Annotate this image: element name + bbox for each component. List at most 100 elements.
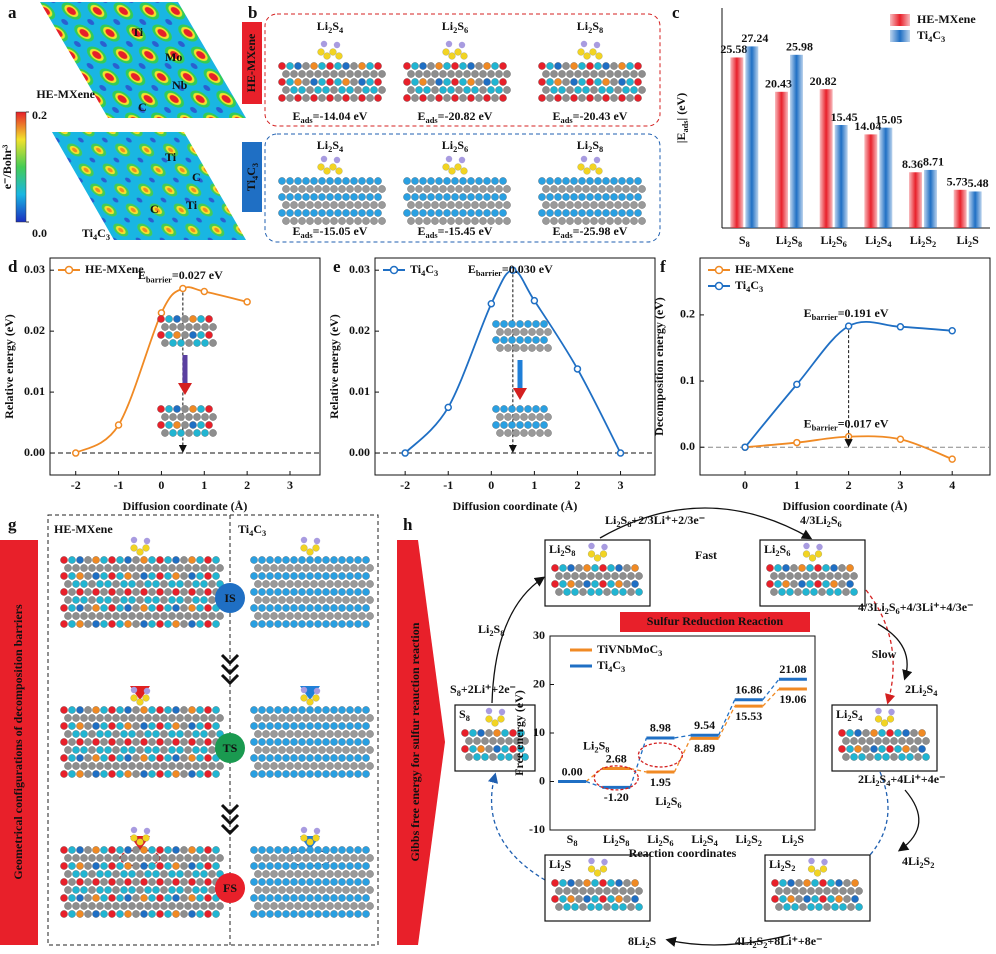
atom bbox=[566, 201, 574, 209]
atom bbox=[200, 714, 208, 722]
atom bbox=[212, 722, 220, 730]
atom bbox=[302, 854, 310, 862]
atom bbox=[64, 564, 72, 572]
atom bbox=[574, 86, 582, 94]
atom bbox=[598, 185, 606, 193]
atom bbox=[180, 846, 188, 854]
atom bbox=[575, 879, 583, 887]
chart-title: Sulfur Reduction Reaction bbox=[647, 614, 784, 628]
atom bbox=[278, 580, 286, 588]
atom bbox=[286, 596, 294, 604]
atom bbox=[551, 580, 559, 588]
atom bbox=[250, 770, 258, 778]
atom bbox=[540, 336, 548, 344]
atom bbox=[112, 886, 120, 894]
point bbox=[573, 365, 582, 373]
atom bbox=[403, 94, 411, 102]
atom bbox=[88, 870, 96, 878]
atom bbox=[326, 209, 334, 217]
atom bbox=[306, 838, 314, 846]
atom bbox=[278, 177, 286, 185]
atom bbox=[326, 870, 334, 878]
colorbar-title: e⁻/Bohr³ bbox=[0, 144, 14, 189]
atom bbox=[64, 580, 72, 588]
atom bbox=[587, 550, 596, 558]
atom bbox=[84, 706, 92, 714]
atom bbox=[250, 846, 258, 854]
atom bbox=[334, 193, 342, 201]
atom bbox=[803, 895, 811, 903]
atom bbox=[92, 846, 100, 854]
atom bbox=[521, 737, 529, 745]
atom bbox=[598, 201, 606, 209]
atom bbox=[850, 737, 858, 745]
atom bbox=[558, 86, 566, 94]
atom bbox=[322, 878, 330, 886]
atom bbox=[184, 854, 192, 862]
x-tick-label: Li2S bbox=[782, 832, 805, 849]
atom bbox=[322, 846, 330, 854]
atom bbox=[467, 177, 475, 185]
atom bbox=[843, 879, 851, 887]
atom bbox=[521, 753, 529, 761]
atom bbox=[346, 588, 354, 596]
atom bbox=[495, 217, 503, 225]
atom bbox=[84, 894, 92, 902]
atom bbox=[846, 745, 854, 753]
chevrons bbox=[220, 803, 240, 836]
atom bbox=[638, 201, 646, 209]
row-tag bbox=[242, 22, 262, 104]
x-tick-label: Li2S4 bbox=[865, 233, 892, 250]
y-tick-label: 0.2 bbox=[680, 307, 695, 321]
map-name: Ti4C3 bbox=[82, 226, 110, 243]
atom bbox=[181, 421, 189, 429]
atom bbox=[358, 62, 366, 70]
atom bbox=[354, 706, 362, 714]
atom bbox=[262, 580, 270, 588]
atom bbox=[278, 78, 286, 86]
atom bbox=[370, 86, 378, 94]
atom bbox=[136, 698, 144, 706]
atom bbox=[181, 405, 189, 413]
atom bbox=[491, 193, 499, 201]
atom bbox=[538, 177, 546, 185]
atom bbox=[169, 429, 177, 437]
atom bbox=[157, 405, 165, 413]
title-box bbox=[620, 612, 810, 632]
atom bbox=[120, 870, 128, 878]
atom bbox=[334, 762, 342, 770]
atom bbox=[467, 193, 475, 201]
atom bbox=[116, 738, 124, 746]
point bbox=[616, 449, 625, 457]
atom bbox=[120, 902, 128, 910]
x-tick-label: S8 bbox=[567, 832, 578, 849]
atom bbox=[338, 86, 346, 94]
atom bbox=[562, 62, 570, 70]
panel-label: d bbox=[8, 257, 18, 276]
atom bbox=[586, 209, 594, 217]
atom bbox=[84, 862, 92, 870]
atom bbox=[286, 193, 294, 201]
atom bbox=[250, 706, 258, 714]
atom bbox=[148, 910, 156, 918]
atom bbox=[622, 217, 630, 225]
connector bbox=[673, 738, 692, 773]
atom bbox=[216, 714, 224, 722]
atom bbox=[204, 878, 212, 886]
atom bbox=[509, 729, 517, 737]
atom bbox=[132, 878, 140, 886]
colorbar-label: 0.0 bbox=[32, 226, 47, 240]
atom bbox=[542, 86, 550, 94]
atom bbox=[578, 177, 586, 185]
atom bbox=[290, 738, 298, 746]
atom bbox=[338, 604, 346, 612]
atom bbox=[76, 894, 84, 902]
atom bbox=[540, 421, 548, 429]
atom bbox=[294, 193, 302, 201]
atom bbox=[362, 556, 370, 564]
chevrons bbox=[220, 653, 240, 686]
atom bbox=[306, 878, 314, 886]
atom bbox=[403, 62, 411, 70]
atom bbox=[794, 588, 802, 596]
atom bbox=[838, 580, 846, 588]
